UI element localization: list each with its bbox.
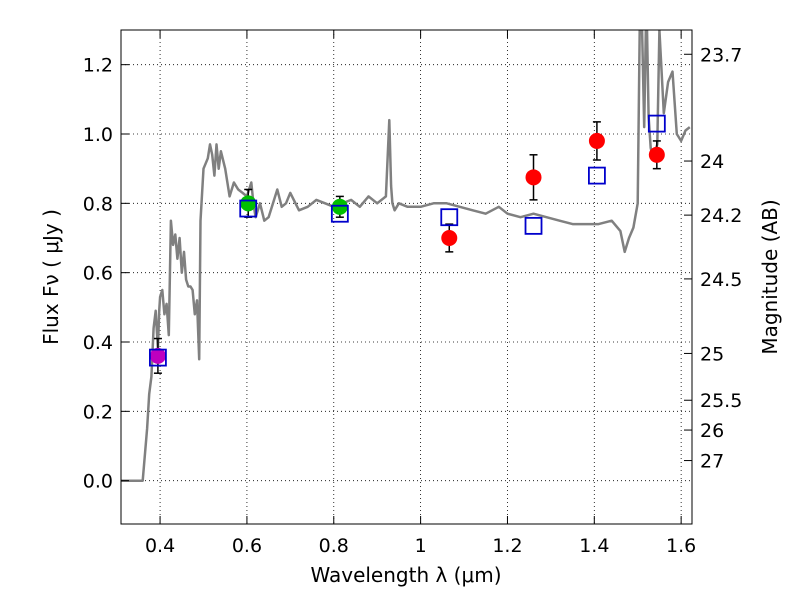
ticks: 0.4 0.6 0.8 1 1.2 1.4 1.6 0.0 0.2 0.4 0.6 0.8 1.0 1.2… [83, 30, 742, 557]
model-spectrum-line [121, 30, 691, 482]
x-tick-label: 1.6 [666, 535, 696, 557]
observed-point [331, 198, 348, 215]
y2-tick-label: 24 [700, 151, 724, 173]
model-photometry-square [588, 166, 606, 185]
y-tick-label: 0.4 [83, 332, 113, 354]
x-tick-label: 1.4 [579, 535, 609, 557]
observed-point [525, 169, 542, 186]
y-tick-label: 0.8 [83, 193, 113, 215]
y2-tick-label: 27 [700, 451, 724, 473]
y-tick-label: 0.0 [83, 471, 113, 493]
markers-layer [149, 114, 666, 374]
model-photometry-square [440, 208, 459, 227]
x-tick-label: 0.4 [145, 535, 175, 557]
model-photometry-square [647, 114, 666, 133]
model-spectrum-layer [121, 30, 691, 482]
observed-point [240, 195, 257, 212]
model-photometry-square [330, 204, 349, 223]
y-tick-label: 1.2 [83, 55, 113, 77]
y-tick-label: 0.2 [83, 401, 113, 423]
y2-tick-label: 25 [700, 343, 724, 365]
x-axis-label: Wavelength λ (μm) [310, 563, 501, 587]
x-tick-label: 1 [415, 535, 427, 557]
y2-tick-label: 24.5 [700, 269, 742, 291]
y-tick-label: 0.6 [83, 263, 113, 285]
y2-tick-label: 24.2 [700, 205, 742, 227]
observed-point [441, 230, 458, 246]
y2-tick-label: 23.7 [700, 44, 742, 66]
observed-point [648, 146, 665, 163]
y2-tick-label: 25.5 [700, 390, 742, 412]
x-tick-label: 0.8 [319, 535, 349, 557]
model-photometry-square [149, 348, 167, 367]
plot-frame [120, 29, 693, 525]
x-tick-label: 0.6 [232, 535, 262, 557]
observed-point [149, 347, 166, 364]
model-photometry-square [524, 216, 543, 235]
x-tick-label: 1.2 [492, 535, 522, 557]
y2-tick-label: 26 [700, 420, 724, 442]
plot-background [121, 30, 692, 524]
y2-axis-label: Magnitude (AB) [758, 199, 782, 354]
model-photometry-square [239, 199, 258, 218]
observed-point [588, 132, 605, 149]
y-axis-label: Flux Fν ( μJy ) [39, 209, 63, 345]
y-tick-label: 1.0 [83, 124, 113, 146]
